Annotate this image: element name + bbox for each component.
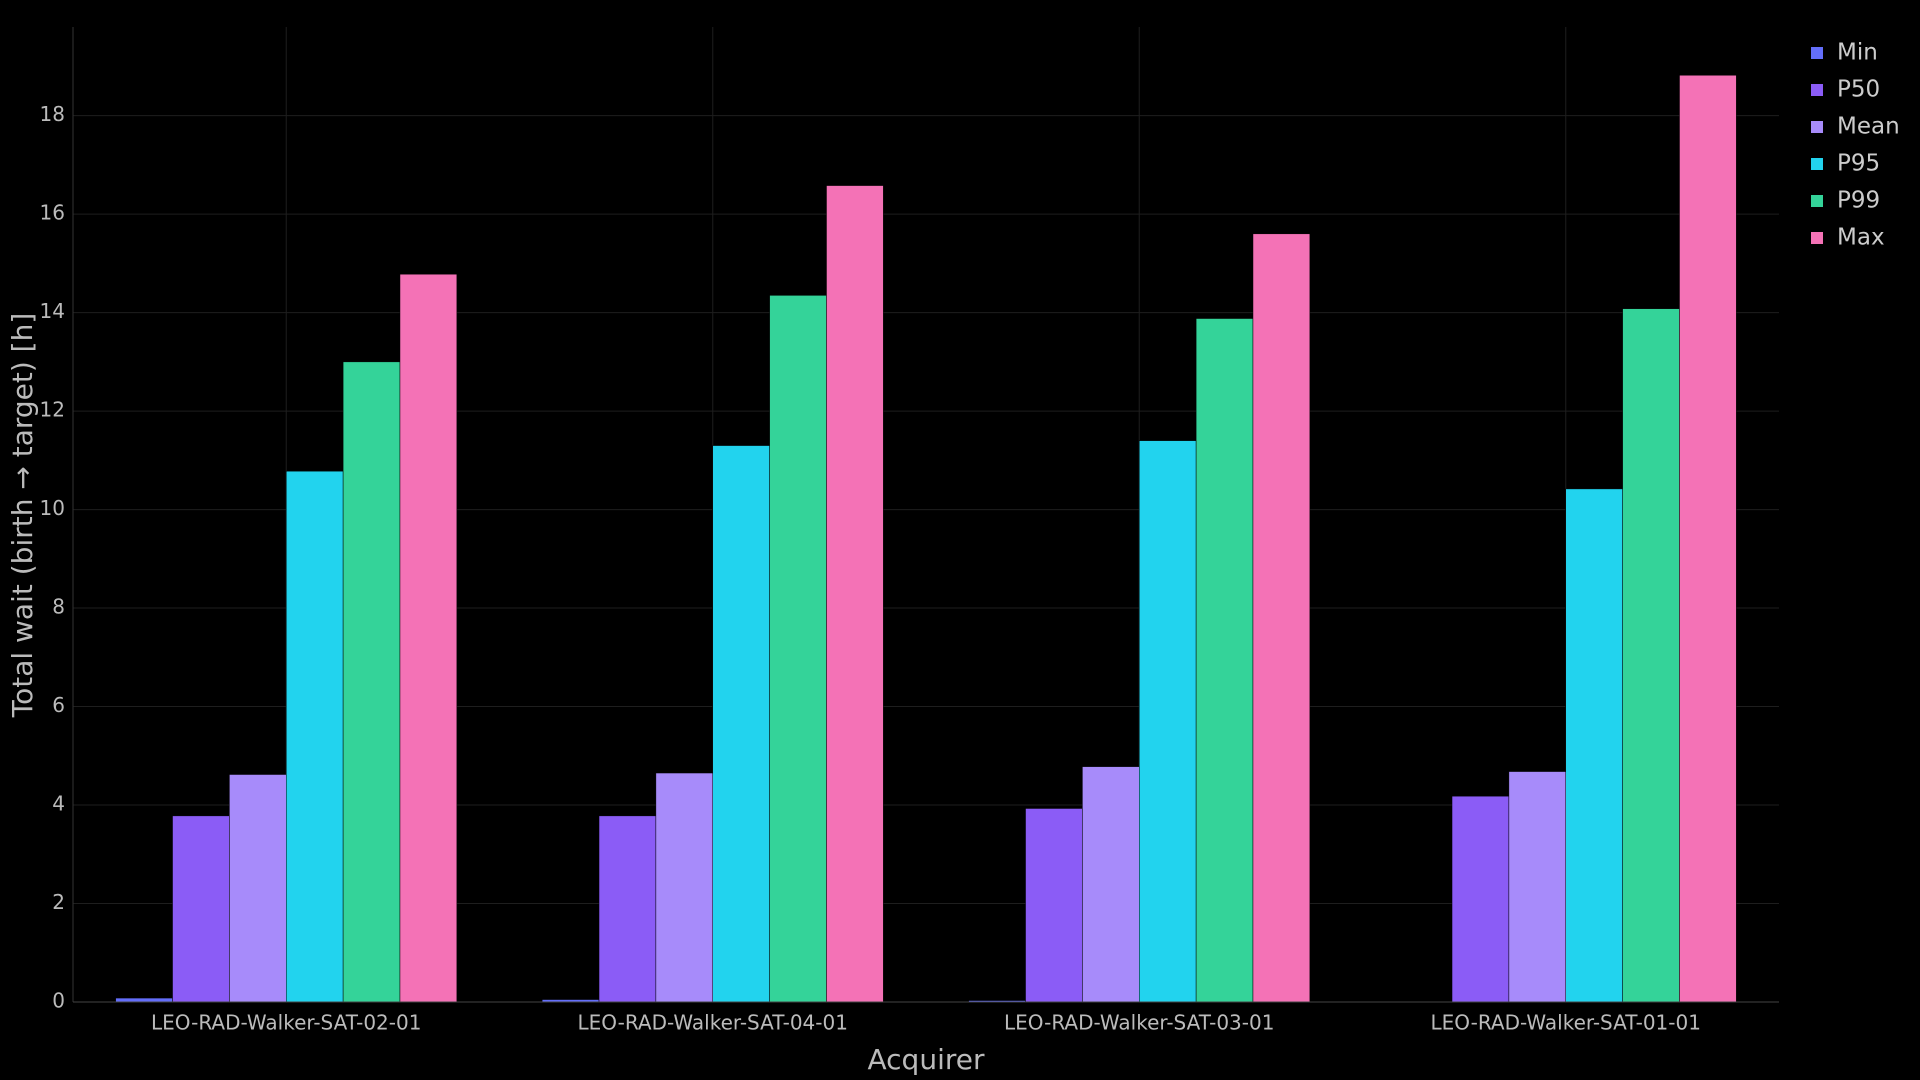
bar — [1139, 440, 1197, 1003]
y-tick-label: 10 — [40, 496, 65, 520]
bar — [598, 815, 657, 1003]
y-axis-title: Total wait (birth → target) [h] — [6, 313, 39, 719]
legend-label: Max — [1837, 225, 1885, 251]
bar — [1252, 233, 1311, 1003]
bar — [1679, 75, 1737, 1003]
bar — [826, 185, 884, 1003]
legend-label: P50 — [1837, 77, 1880, 103]
x-tick-label: LEO-RAD-Walker-SAT-03-01 — [1004, 1011, 1274, 1035]
legend-label: Mean — [1837, 114, 1900, 140]
bar — [1622, 308, 1680, 1003]
legend-swatch — [1811, 47, 1823, 59]
y-tick-label: 16 — [40, 201, 65, 225]
y-tick-label: 0 — [52, 989, 65, 1013]
legend-swatch — [1811, 195, 1823, 207]
bar — [342, 361, 401, 1003]
bar — [1508, 771, 1566, 1003]
x-axis-title: Acquirer — [868, 1043, 985, 1076]
y-tick-label: 8 — [52, 595, 65, 619]
x-tick-label: LEO-RAD-Walker-SAT-04-01 — [578, 1011, 848, 1035]
y-tick-label: 18 — [40, 102, 65, 126]
legend-label: Min — [1837, 40, 1878, 66]
bar — [1025, 808, 1083, 1003]
bar — [1451, 795, 1510, 1003]
bar — [172, 815, 230, 1003]
y-tick-label: 4 — [52, 792, 65, 816]
bar — [712, 445, 770, 1003]
x-tick-label: LEO-RAD-Walker-SAT-01-01 — [1431, 1011, 1701, 1035]
bar — [1082, 766, 1140, 1003]
y-tick-label: 12 — [40, 398, 65, 422]
y-tick-label: 14 — [40, 299, 65, 323]
bar — [655, 772, 714, 1003]
bar — [115, 997, 173, 1003]
legend-swatch — [1811, 84, 1823, 96]
bar — [769, 295, 827, 1003]
bar — [399, 273, 458, 1003]
x-tick-label: LEO-RAD-Walker-SAT-02-01 — [151, 1011, 421, 1035]
legend-swatch — [1811, 232, 1823, 244]
legend-label: P95 — [1837, 151, 1880, 177]
bar — [286, 470, 344, 1003]
bar — [229, 774, 287, 1003]
legend-label: P99 — [1837, 188, 1880, 214]
legend-swatch — [1811, 158, 1823, 170]
bar — [1195, 318, 1254, 1003]
y-tick-label: 6 — [52, 693, 65, 717]
y-tick-label: 2 — [52, 890, 65, 914]
bar — [1565, 488, 1623, 1003]
legend-swatch — [1811, 121, 1823, 133]
